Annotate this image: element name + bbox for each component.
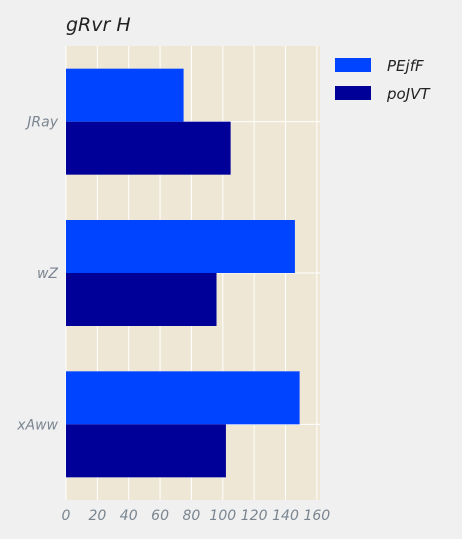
chart-title: gRvr H xyxy=(66,14,131,36)
x-tick-label: 100 xyxy=(209,508,236,524)
y-tick-label: xAww xyxy=(16,417,58,433)
bar-PEjfF-JRay xyxy=(66,68,184,122)
bar-poJVT-JRay xyxy=(66,121,231,175)
y-tick-label: wZ xyxy=(37,266,58,282)
bar-PEjfF-xAww xyxy=(66,371,300,425)
y-axis-tick-labels: JRay wZ xAww xyxy=(16,115,58,434)
x-tick-label: 80 xyxy=(183,508,201,524)
bar-PEjfF-wZ xyxy=(66,220,295,273)
x-tick-label: 140 xyxy=(272,508,299,524)
x-tick-label: 160 xyxy=(303,508,330,524)
legend-label-poJVT: poJVT xyxy=(386,85,431,103)
legend-swatch-poJVT xyxy=(335,86,371,100)
bar-poJVT-wZ xyxy=(66,273,217,326)
x-tick-label: 120 xyxy=(241,508,268,524)
x-tick-label: 0 xyxy=(62,508,71,524)
bars xyxy=(66,68,300,478)
legend-swatch-PEjfF xyxy=(335,58,371,72)
x-tick-label: 20 xyxy=(88,508,106,524)
x-tick-label: 40 xyxy=(120,508,138,524)
y-tick-label: JRay xyxy=(24,115,58,131)
legend-label-PEjfF: PEjfF xyxy=(387,57,424,75)
x-axis-tick-labels: 0 20 40 60 80 100 120 140 160 xyxy=(62,508,331,524)
legend: PEjfF poJVT xyxy=(335,57,431,103)
x-tick-label: 60 xyxy=(151,508,169,524)
bar-poJVT-xAww xyxy=(66,424,226,478)
